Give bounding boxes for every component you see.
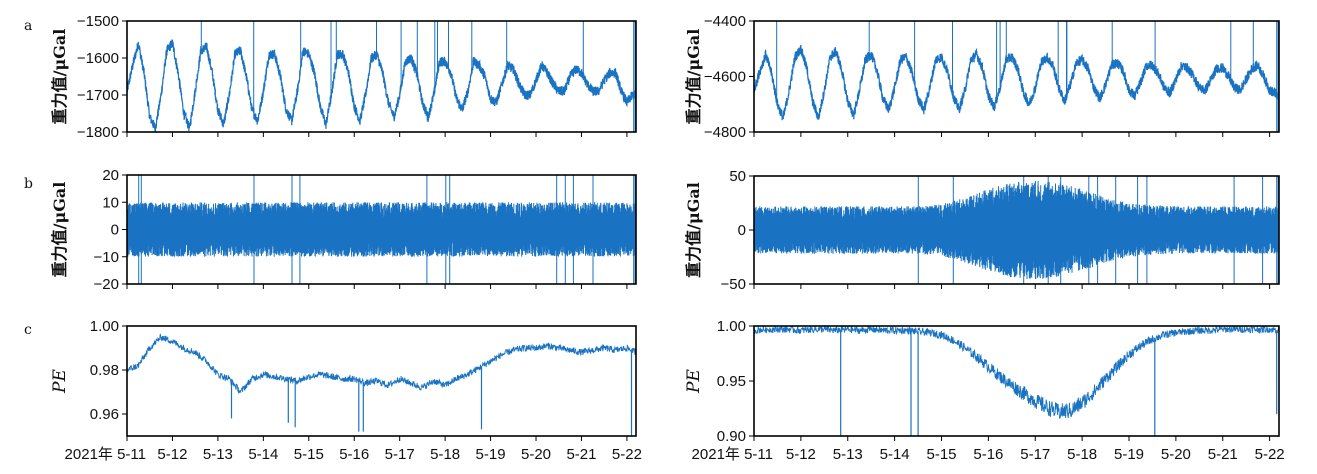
spike-lines [776,21,1279,132]
y-tick-label: 20 [102,167,119,184]
x-tick-label: 5-16 [973,446,1003,463]
y-tick-label: 0 [738,222,746,239]
series-c-left [127,333,636,436]
y-tick-label: 0.90 [717,428,746,445]
line-series [127,333,636,394]
chart-b-right: −50 0 50 重力值/μGal [684,168,1280,293]
dip-lines [230,350,633,436]
x-tick-label: 5-13 [203,446,233,463]
x-tick-label: 5-17 [1020,446,1050,463]
y-tick-label: −20 [94,276,119,293]
spike-lines [200,21,636,132]
y-tick-label: −50 [721,276,746,293]
plot-frame [126,20,637,133]
y-tick-label: −4800 [704,124,746,141]
y-tick-label: −4400 [704,13,746,30]
plot-frame [753,325,1280,437]
chart-b-left: −20 −10 0 10 20 重力值/μGal [50,167,637,293]
x-tick-label: 5-15 [926,446,956,463]
x-tick-label: 5-14 [880,446,910,463]
y-tick-label: −10 [94,249,119,266]
x-tick-label: 5-15 [294,446,324,463]
series-b-right [754,176,1279,284]
line-series [754,45,1279,121]
dip-lines [840,330,1278,436]
y-tick-label: 0.96 [90,406,119,423]
x-tick-label: 5-12 [786,446,816,463]
line-series [754,326,1279,419]
line-series [754,181,1279,280]
y-tick-label: −1700 [77,87,119,104]
x-tick-label: 5-14 [248,446,278,463]
x-tick-label: 5-20 [1161,446,1191,463]
y-tick-label: −4600 [704,69,746,86]
spike-lines [917,176,1279,284]
y-axis-label: 重力值/μGal [684,29,703,125]
series-c-right [754,326,1279,436]
x-tick-label: 5-17 [385,446,415,463]
y-axis-label: 重力值/μGal [684,182,703,278]
x-tick-label: 5-21 [1208,446,1238,463]
y-tick-label: 1.00 [717,318,746,335]
y-tick-label: −1800 [77,124,119,141]
y-axis-label: PE [684,368,704,393]
x-tick-label: 5-12 [157,446,187,463]
y-axis-label: PE [50,368,70,393]
x-tick-label: 5-18 [430,446,460,463]
chart-c-left: 0.96 0.98 1.00 2021年 5-11 5-12 5-13 5-14 5-15 5-… [50,318,642,463]
y-tick-label: −1500 [77,13,119,30]
x-tick-label: 5-22 [1255,446,1285,463]
panel-letter-b: b [24,176,33,192]
y-axis-label: 重力值/μGal [50,182,69,278]
spike-lines [138,175,636,284]
x-tick-label: 5-18 [1067,446,1097,463]
line-series [127,39,636,132]
line-series [127,202,636,257]
chart-a-left: −1800 −1700 −1600 −1500 重力值/μGal [50,13,637,141]
y-tick-label: 1.00 [90,318,119,335]
y-tick-label: 0.98 [90,362,119,379]
y-axis-label: 重力值/μGal [50,29,69,125]
panel-letter-a: a [24,18,32,34]
plot-frame [126,325,637,437]
x-tick-label: 2021年 5-11 [65,446,146,463]
x-tick-label: 5-16 [339,446,369,463]
y-tick-label: 10 [102,194,119,211]
x-tick-label: 5-19 [1114,446,1144,463]
y-tick-label: 0.95 [717,373,746,390]
x-tick-label: 5-22 [612,446,642,463]
chart-c-right: 0.90 0.95 1.00 2021年 5-11 5-12 5-13 5-14 5-15 5-… [684,318,1285,463]
x-tick-label: 2021年 5-11 [692,446,773,463]
series-b-left [127,175,636,284]
y-tick-label: 0 [111,222,119,239]
series-a-left [127,21,636,132]
panel-letter-c: c [24,322,32,338]
x-tick-label: 5-13 [833,446,863,463]
x-tick-label: 5-21 [566,446,596,463]
x-tick-label: 5-19 [476,446,506,463]
charts-layer: −1800−1700−1600−1500重力值/μGal−4800−4600−4… [50,13,1285,463]
x-tick-label: 5-20 [521,446,551,463]
series-a-right [754,21,1279,132]
y-tick-label: 50 [729,168,746,185]
plot-frame [753,20,1280,133]
y-tick-label: −1600 [77,50,119,67]
